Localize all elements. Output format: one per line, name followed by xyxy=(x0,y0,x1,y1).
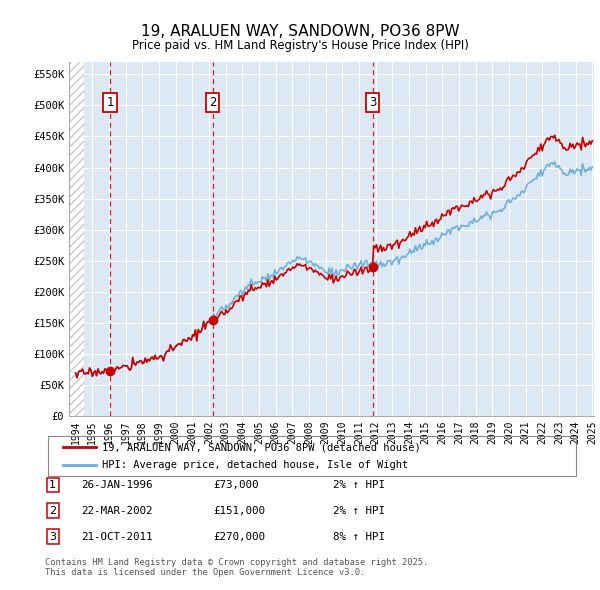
Text: 19, ARALUEN WAY, SANDOWN, PO36 8PW (detached house): 19, ARALUEN WAY, SANDOWN, PO36 8PW (deta… xyxy=(102,442,421,453)
Text: 21-OCT-2011: 21-OCT-2011 xyxy=(81,532,152,542)
Text: 1: 1 xyxy=(49,480,56,490)
Text: £270,000: £270,000 xyxy=(213,532,265,542)
Text: 3: 3 xyxy=(49,532,56,542)
Text: 2% ↑ HPI: 2% ↑ HPI xyxy=(333,506,385,516)
Text: £151,000: £151,000 xyxy=(213,506,265,516)
Text: 2: 2 xyxy=(209,96,217,109)
Text: 2: 2 xyxy=(49,506,56,516)
Text: 26-JAN-1996: 26-JAN-1996 xyxy=(81,480,152,490)
Text: 2% ↑ HPI: 2% ↑ HPI xyxy=(333,480,385,490)
Text: 8% ↑ HPI: 8% ↑ HPI xyxy=(333,532,385,542)
Text: Price paid vs. HM Land Registry's House Price Index (HPI): Price paid vs. HM Land Registry's House … xyxy=(131,39,469,52)
Text: 19, ARALUEN WAY, SANDOWN, PO36 8PW: 19, ARALUEN WAY, SANDOWN, PO36 8PW xyxy=(140,24,460,38)
Text: 3: 3 xyxy=(369,96,376,109)
Text: 1: 1 xyxy=(106,96,114,109)
Text: Contains HM Land Registry data © Crown copyright and database right 2025.
This d: Contains HM Land Registry data © Crown c… xyxy=(45,558,428,577)
Text: HPI: Average price, detached house, Isle of Wight: HPI: Average price, detached house, Isle… xyxy=(102,460,408,470)
Text: 22-MAR-2002: 22-MAR-2002 xyxy=(81,506,152,516)
Text: £73,000: £73,000 xyxy=(213,480,259,490)
